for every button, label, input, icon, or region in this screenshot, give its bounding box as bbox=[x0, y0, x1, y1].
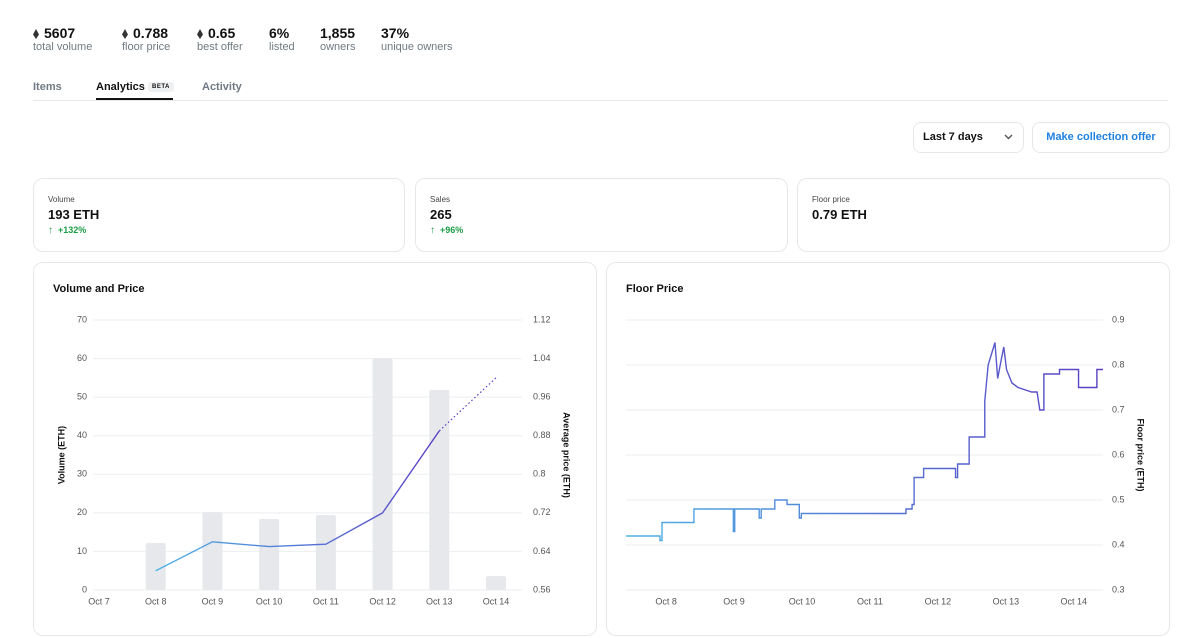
x-tick-label: Oct 13 bbox=[426, 596, 453, 606]
x-tick-label: Oct 11 bbox=[313, 596, 339, 606]
y2-tick-label: 0.56 bbox=[533, 584, 551, 594]
chart-title: Floor Price bbox=[626, 283, 683, 295]
card-change: ↑ +132% bbox=[48, 225, 87, 236]
y2-tick-label: 0.88 bbox=[533, 430, 551, 440]
y2-tick-label: 0.8 bbox=[533, 469, 546, 479]
y-tick-label: 40 bbox=[77, 430, 87, 440]
x-tick-label: Oct 11 bbox=[857, 596, 883, 606]
y-tick-label: 30 bbox=[77, 469, 87, 479]
y2-tick-label: 0.4 bbox=[1112, 539, 1125, 549]
chart-card bbox=[33, 262, 597, 636]
card-change: ↑ +96% bbox=[430, 225, 464, 236]
tab-active[interactable]: Analytics bbox=[96, 81, 145, 93]
x-tick-label: Oct 9 bbox=[723, 596, 745, 606]
stat-value-text: 5607 bbox=[44, 25, 76, 41]
bar bbox=[372, 358, 393, 590]
y2-axis-label: Average price (ETH) bbox=[562, 412, 572, 498]
x-tick-label: Oct 8 bbox=[655, 596, 677, 606]
stat-label: best offer bbox=[197, 41, 243, 53]
card-label: Sales bbox=[430, 195, 451, 204]
tab-divider bbox=[33, 100, 1168, 101]
y2-tick-label: 0.9 bbox=[1112, 314, 1125, 324]
card-label: Volume bbox=[48, 195, 75, 204]
stat-label: owners bbox=[320, 41, 356, 53]
y2-tick-label: 0.96 bbox=[533, 392, 551, 402]
line bbox=[626, 342, 1103, 542]
bar bbox=[486, 576, 506, 590]
bar bbox=[202, 512, 223, 590]
card-value: 265 bbox=[430, 207, 452, 222]
y-axis-label: Volume (ETH) bbox=[56, 426, 66, 484]
stat-label: total volume bbox=[33, 41, 93, 53]
x-tick-label: Oct 7 bbox=[88, 596, 110, 606]
y2-tick-label: 0.5 bbox=[1112, 494, 1125, 504]
bar bbox=[145, 542, 166, 590]
y2-tick-label: 0.3 bbox=[1112, 584, 1125, 594]
tab-badge: BETA bbox=[148, 82, 174, 92]
y2-tick-label: 1.04 bbox=[533, 353, 551, 363]
x-tick-label: Oct 14 bbox=[483, 596, 510, 606]
y-tick-label: 70 bbox=[77, 314, 87, 324]
x-tick-label: Oct 14 bbox=[1061, 596, 1088, 606]
y2-tick-label: 0.7 bbox=[1112, 404, 1125, 414]
x-tick-label: Oct 13 bbox=[993, 596, 1020, 606]
line-projection bbox=[438, 377, 497, 432]
y-tick-label: 20 bbox=[77, 507, 87, 517]
tab-underline bbox=[96, 98, 173, 100]
chevron bbox=[1004, 134, 1013, 140]
y2-tick-label: 0.8 bbox=[1112, 359, 1125, 369]
x-tick-label: Oct 9 bbox=[202, 596, 224, 606]
chart-card bbox=[606, 262, 1170, 636]
chart-title: Volume and Price bbox=[53, 283, 145, 295]
range-text: Last 7 days bbox=[923, 131, 983, 143]
stat-value: 37% bbox=[381, 25, 410, 41]
bar bbox=[315, 515, 336, 590]
stat-label: unique owners bbox=[381, 41, 453, 53]
bar bbox=[429, 389, 450, 590]
y2-tick-label: 0.72 bbox=[533, 507, 551, 517]
y2-tick-label: 0.6 bbox=[1112, 449, 1125, 459]
stat-label: listed bbox=[269, 41, 295, 53]
y-tick-label: 50 bbox=[77, 392, 87, 402]
card-value: 0.79 ETH bbox=[812, 207, 867, 222]
card-change-text: +132% bbox=[58, 225, 87, 235]
y2-axis-label: Floor price (ETH) bbox=[1136, 418, 1146, 491]
stat-value-text: 0.788 bbox=[133, 25, 169, 41]
y-tick-label: 60 bbox=[77, 353, 87, 363]
offer-button[interactable]: Make collection offer bbox=[1032, 122, 1170, 153]
card-change-text: +96% bbox=[440, 225, 464, 235]
bar bbox=[259, 519, 280, 590]
range-dropdown[interactable]: Last 7 days bbox=[913, 122, 1024, 153]
stat-value: 6% bbox=[269, 25, 290, 41]
x-tick-label: Oct 10 bbox=[256, 596, 283, 606]
y2-tick-label: 0.64 bbox=[533, 546, 551, 556]
y-tick-label: 0 bbox=[82, 584, 87, 594]
x-tick-label: Oct 10 bbox=[789, 596, 816, 606]
line bbox=[155, 430, 440, 572]
summary-card: Sales 265 ↑ +96% bbox=[415, 178, 788, 252]
x-tick-label: Oct 8 bbox=[145, 596, 167, 606]
stat-value: 5607 bbox=[33, 25, 75, 41]
y2-tick-label: 1.12 bbox=[533, 314, 551, 324]
tab[interactable]: Activity bbox=[202, 81, 242, 93]
x-tick-label: Oct 12 bbox=[369, 596, 396, 606]
card-label: Floor price bbox=[812, 195, 850, 204]
tab[interactable]: Items bbox=[33, 81, 62, 93]
stat-label: floor price bbox=[122, 41, 171, 53]
x-tick-label: Oct 12 bbox=[925, 596, 952, 606]
stat-value: 0.788 bbox=[122, 25, 168, 41]
stat-value: 0.65 bbox=[197, 25, 235, 41]
card-value: 193 ETH bbox=[48, 207, 100, 222]
summary-card: Floor price 0.79 ETH bbox=[797, 178, 1170, 252]
summary-card: Volume 193 ETH ↑ +132% bbox=[33, 178, 405, 252]
stat-value-text: 0.65 bbox=[208, 25, 236, 41]
stat-value: 1,855 bbox=[320, 25, 356, 41]
y-tick-label: 10 bbox=[77, 546, 87, 556]
